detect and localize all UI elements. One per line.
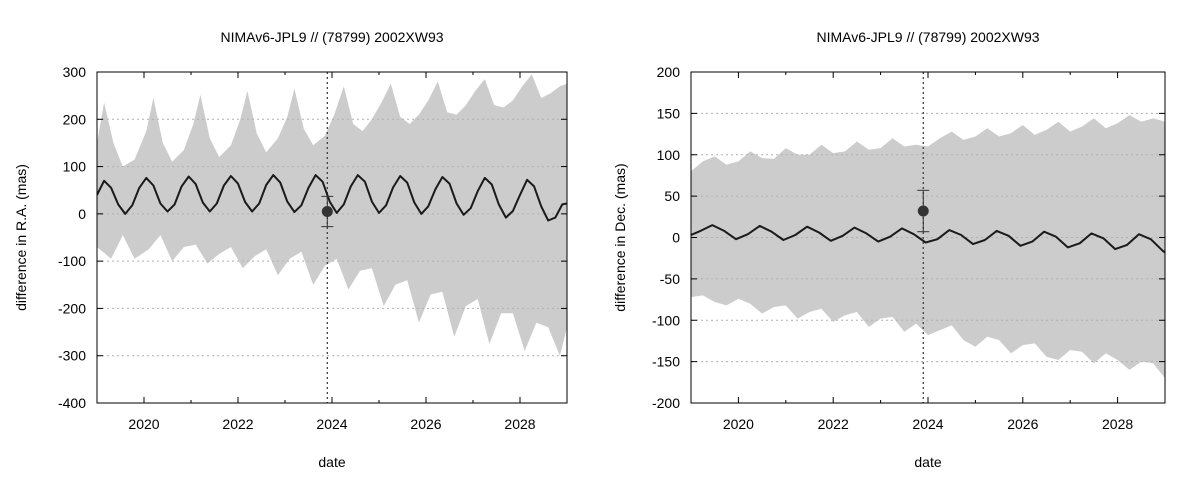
- chart-panel-2: -200 -150 -100 -50 0 50 100 150 200 2020 2022 2024 2…: [612, 29, 1166, 470]
- y-tick-label: 0: [672, 230, 680, 246]
- y-tick-label: 0: [78, 206, 86, 222]
- y-tick-label: -100: [652, 312, 680, 328]
- chart-panel-1: -400 -300 -200 -100 0 100 200 300 2020 2022 2024 20…: [13, 29, 568, 470]
- y-tick-label: 50: [664, 188, 680, 204]
- x-tick-label: 2024: [316, 416, 347, 432]
- x-tick-label: 2024: [912, 416, 943, 432]
- x-tick-label: 2026: [410, 416, 441, 432]
- y-tick-label: -300: [58, 348, 86, 364]
- observation-point: [917, 205, 929, 217]
- y-tick-label: 150: [657, 105, 681, 121]
- y-tick-label: 100: [657, 147, 681, 163]
- x-tick-label: 2026: [1007, 416, 1038, 432]
- x-tick-label: 2022: [222, 416, 253, 432]
- y-tick-label: -50: [660, 271, 680, 287]
- uncertainty-band: [691, 115, 1165, 379]
- y-tick-label: -200: [58, 300, 86, 316]
- y-tick-label: 200: [63, 111, 87, 127]
- x-tick-label: 2020: [723, 416, 754, 432]
- x-axis-label: date: [914, 454, 941, 470]
- x-axis-label: date: [318, 454, 345, 470]
- uncertainty-band: [97, 74, 567, 356]
- y-axis-label: difference in Dec. (mas): [612, 163, 628, 311]
- y-tick-label: -400: [58, 395, 86, 411]
- y-tick-label: 300: [63, 64, 87, 80]
- observation-point: [321, 205, 333, 217]
- chart-title: NIMAv6-JPL9 // (78799) 2002XW93: [816, 29, 1039, 45]
- y-tick-label: 200: [657, 64, 681, 80]
- y-tick-label: -200: [652, 395, 680, 411]
- x-tick-label: 2028: [1102, 416, 1133, 432]
- y-tick-label: -150: [652, 354, 680, 370]
- chart-title: NIMAv6-JPL9 // (78799) 2002XW93: [220, 29, 443, 45]
- y-tick-label: 100: [63, 159, 87, 175]
- x-tick-label: 2028: [504, 416, 535, 432]
- y-tick-label: -100: [58, 253, 86, 269]
- x-tick-label: 2020: [128, 416, 159, 432]
- model-curve: [97, 174, 567, 222]
- model-curve: [691, 224, 1165, 254]
- y-axis-label: difference in R.A. (mas): [13, 164, 29, 311]
- x-tick-label: 2022: [818, 416, 849, 432]
